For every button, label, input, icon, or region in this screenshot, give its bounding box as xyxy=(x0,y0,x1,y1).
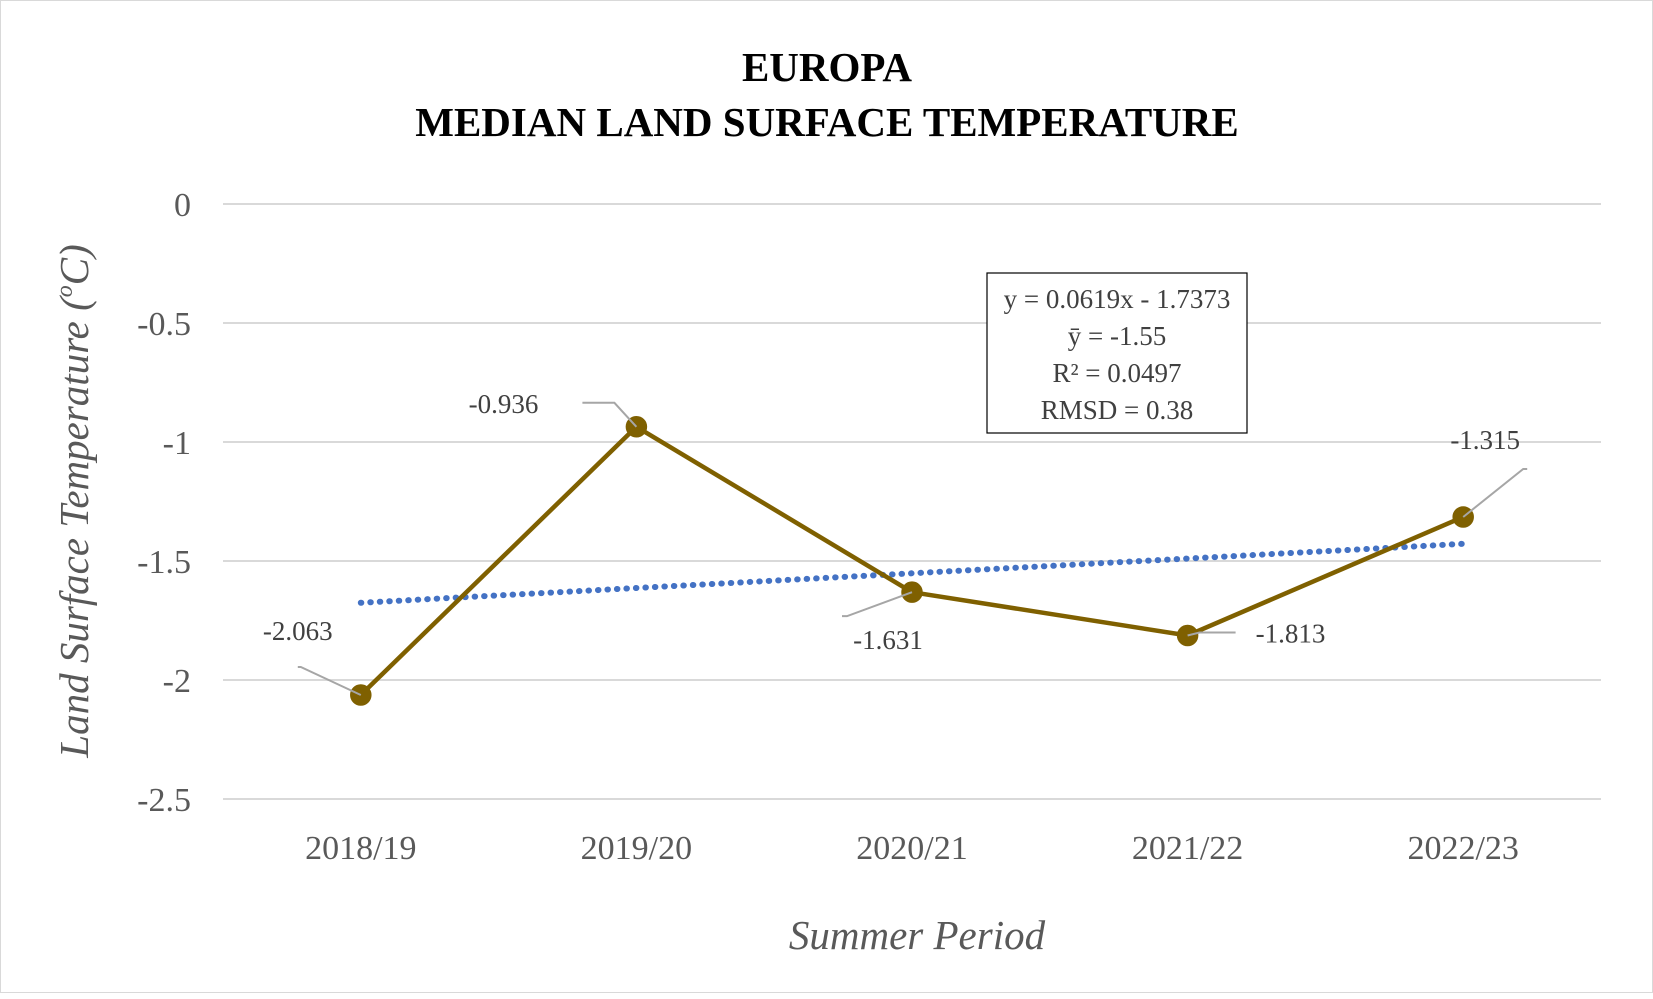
data-label-leader xyxy=(842,591,913,618)
data-labels: -2.063 -0.936 -1.631 -1.813 -1.315 xyxy=(263,389,1528,696)
chart-title: EUROPA xyxy=(742,44,912,90)
x-tick-label: 2021/22 xyxy=(1132,830,1243,867)
stats-box-border xyxy=(986,272,1248,434)
trendline-path xyxy=(357,540,1467,606)
x-axis-ticks: 2018/19 2019/20 2020/21 2021/22 2022/23 xyxy=(305,830,1519,867)
x-tick-label: 2018/19 xyxy=(305,830,416,867)
y-axis-title-superscript: o xyxy=(52,285,78,297)
data-label: -0.936 xyxy=(469,389,539,419)
data-label-leader xyxy=(1462,467,1528,518)
data-label: -1.315 xyxy=(1450,425,1520,455)
y-axis-ticks: 0 -0.5 -1 -1.5 -2 -2.5 xyxy=(137,187,191,819)
stats-box: y = 0.0619x - 1.7373 ȳ = -1.55 R² = 0.04… xyxy=(986,272,1248,434)
y-tick-label: -1 xyxy=(163,425,191,462)
y-axis-title-main: Land Surface Temperature ( xyxy=(51,295,97,759)
stats-mean: ȳ = -1.55 xyxy=(1068,321,1166,351)
y-tick-label: -1.5 xyxy=(137,544,191,581)
data-label-leader xyxy=(582,401,638,428)
stats-r-squared: R² = 0.0497 xyxy=(1052,358,1181,388)
y-axis-title: Land Surface Temperature (oC) xyxy=(51,244,97,758)
data-label: -1.813 xyxy=(1256,618,1326,648)
y-tick-label: -2 xyxy=(163,663,191,700)
trendline xyxy=(357,540,1467,606)
y-tick-label: -2.5 xyxy=(137,782,191,819)
x-tick-label: 2019/20 xyxy=(581,830,692,867)
data-label-leader xyxy=(297,665,362,696)
data-label: -2.063 xyxy=(263,616,333,646)
gridlines xyxy=(223,203,1601,800)
stats-rmsd: RMSD = 0.38 xyxy=(1041,395,1194,425)
x-axis-title: Summer Period xyxy=(789,912,1046,958)
y-axis-title-unit: C) xyxy=(51,244,97,285)
x-tick-label: 2022/23 xyxy=(1407,830,1518,867)
stats-equation: y = 0.0619x - 1.7373 xyxy=(1004,284,1231,314)
x-tick-label: 2020/21 xyxy=(856,830,967,867)
y-tick-label: 0 xyxy=(174,187,191,224)
y-tick-label: -0.5 xyxy=(137,306,191,343)
chart-subtitle: MEDIAN LAND SURFACE TEMPERATURE xyxy=(415,99,1238,145)
data-label: -1.631 xyxy=(853,625,923,655)
data-label-leader xyxy=(1187,631,1236,637)
